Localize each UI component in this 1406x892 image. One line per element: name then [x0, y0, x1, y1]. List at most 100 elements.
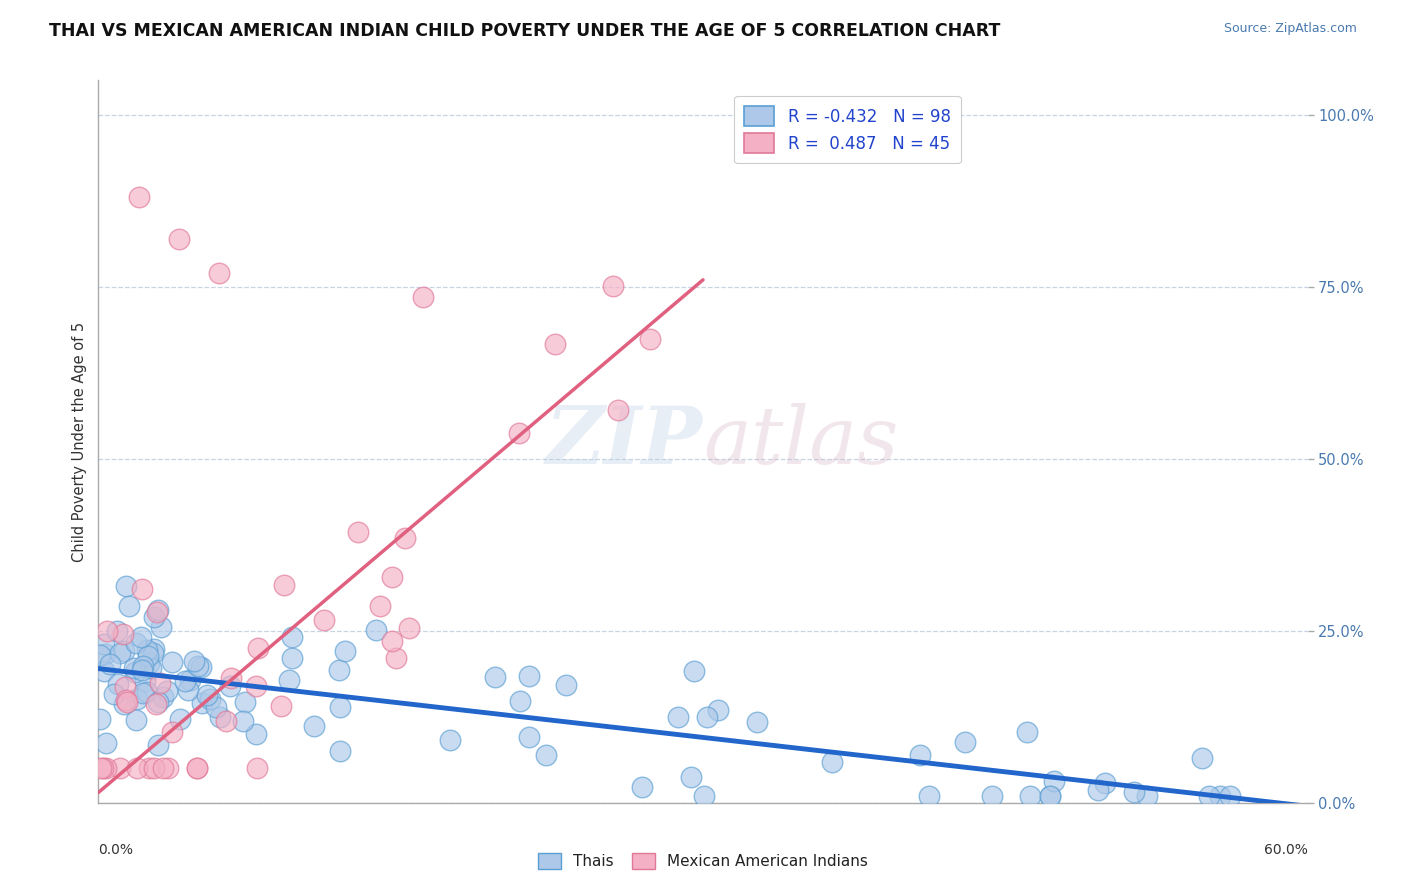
Point [93, 665, 115, 679]
Point [173, 674, 195, 689]
Point [246, 640, 269, 655]
Point [138, 656, 160, 670]
Point [302, 719, 325, 733]
Point [314, 613, 336, 627]
Point [233, 694, 256, 708]
Point [148, 695, 170, 709]
Point [167, 231, 190, 245]
Point [955, 735, 977, 749]
Point [157, 761, 180, 775]
Y-axis label: Child Poverty Under the Age of 5: Child Poverty Under the Age of 5 [72, 321, 87, 562]
Point [707, 703, 730, 717]
Point [142, 647, 165, 661]
Point [143, 610, 166, 624]
Point [517, 730, 540, 744]
Point [139, 660, 162, 674]
Point [1209, 789, 1232, 803]
Point [91, 761, 114, 775]
Point [509, 694, 531, 708]
Point [136, 648, 159, 663]
Point [682, 665, 704, 679]
Point [190, 659, 212, 673]
Point [329, 744, 352, 758]
Point [1043, 773, 1066, 788]
Point [747, 714, 769, 729]
Point [146, 738, 169, 752]
Point [1015, 725, 1038, 739]
Point [131, 686, 153, 700]
Text: 0.0%: 0.0% [98, 843, 134, 856]
Point [696, 709, 718, 723]
Point [602, 278, 624, 293]
Point [917, 789, 939, 803]
Point [143, 642, 166, 657]
Point [125, 691, 148, 706]
Point [246, 761, 269, 775]
Point [191, 696, 214, 710]
Point [183, 654, 205, 668]
Point [125, 636, 148, 650]
Point [156, 684, 179, 698]
Point [908, 747, 931, 762]
Point [638, 332, 661, 346]
Point [412, 289, 434, 303]
Point [98, 657, 121, 671]
Point [125, 713, 148, 727]
Point [96, 624, 118, 639]
Point [105, 624, 128, 638]
Text: 60.0%: 60.0% [1264, 843, 1308, 856]
Point [273, 578, 295, 592]
Point [631, 780, 654, 795]
Point [135, 685, 157, 699]
Point [980, 789, 1002, 803]
Point [115, 693, 138, 707]
Point [1219, 789, 1241, 803]
Point [122, 661, 145, 675]
Point [134, 674, 156, 689]
Text: ZIP: ZIP [546, 403, 703, 480]
Point [281, 630, 304, 644]
Point [208, 266, 231, 280]
Point [93, 637, 115, 651]
Point [328, 663, 350, 677]
Point [96, 736, 118, 750]
Point [381, 633, 404, 648]
Point [131, 630, 153, 644]
Point [1087, 782, 1109, 797]
Point [1039, 789, 1062, 803]
Point [821, 756, 844, 770]
Point [1039, 789, 1062, 803]
Point [90, 761, 112, 775]
Point [607, 403, 630, 417]
Point [142, 761, 165, 775]
Point [117, 695, 139, 709]
Point [131, 663, 153, 677]
Point [138, 761, 160, 775]
Point [209, 710, 232, 724]
Point [335, 644, 357, 658]
Text: Source: ZipAtlas.com: Source: ZipAtlas.com [1223, 22, 1357, 36]
Point [1136, 789, 1159, 803]
Point [132, 658, 155, 673]
Point [152, 690, 174, 705]
Point [534, 747, 557, 762]
Point [114, 681, 136, 695]
Point [692, 789, 714, 803]
Point [245, 726, 267, 740]
Point [94, 761, 117, 775]
Point [149, 676, 172, 690]
Point [329, 700, 352, 714]
Point [666, 709, 689, 723]
Point [398, 621, 420, 635]
Point [200, 691, 222, 706]
Point [232, 714, 254, 728]
Point [179, 673, 201, 687]
Point [146, 603, 169, 617]
Point [186, 761, 208, 775]
Point [187, 658, 209, 673]
Point [112, 644, 135, 658]
Point [136, 643, 159, 657]
Point [384, 651, 406, 665]
Point [380, 570, 402, 584]
Point [169, 712, 191, 726]
